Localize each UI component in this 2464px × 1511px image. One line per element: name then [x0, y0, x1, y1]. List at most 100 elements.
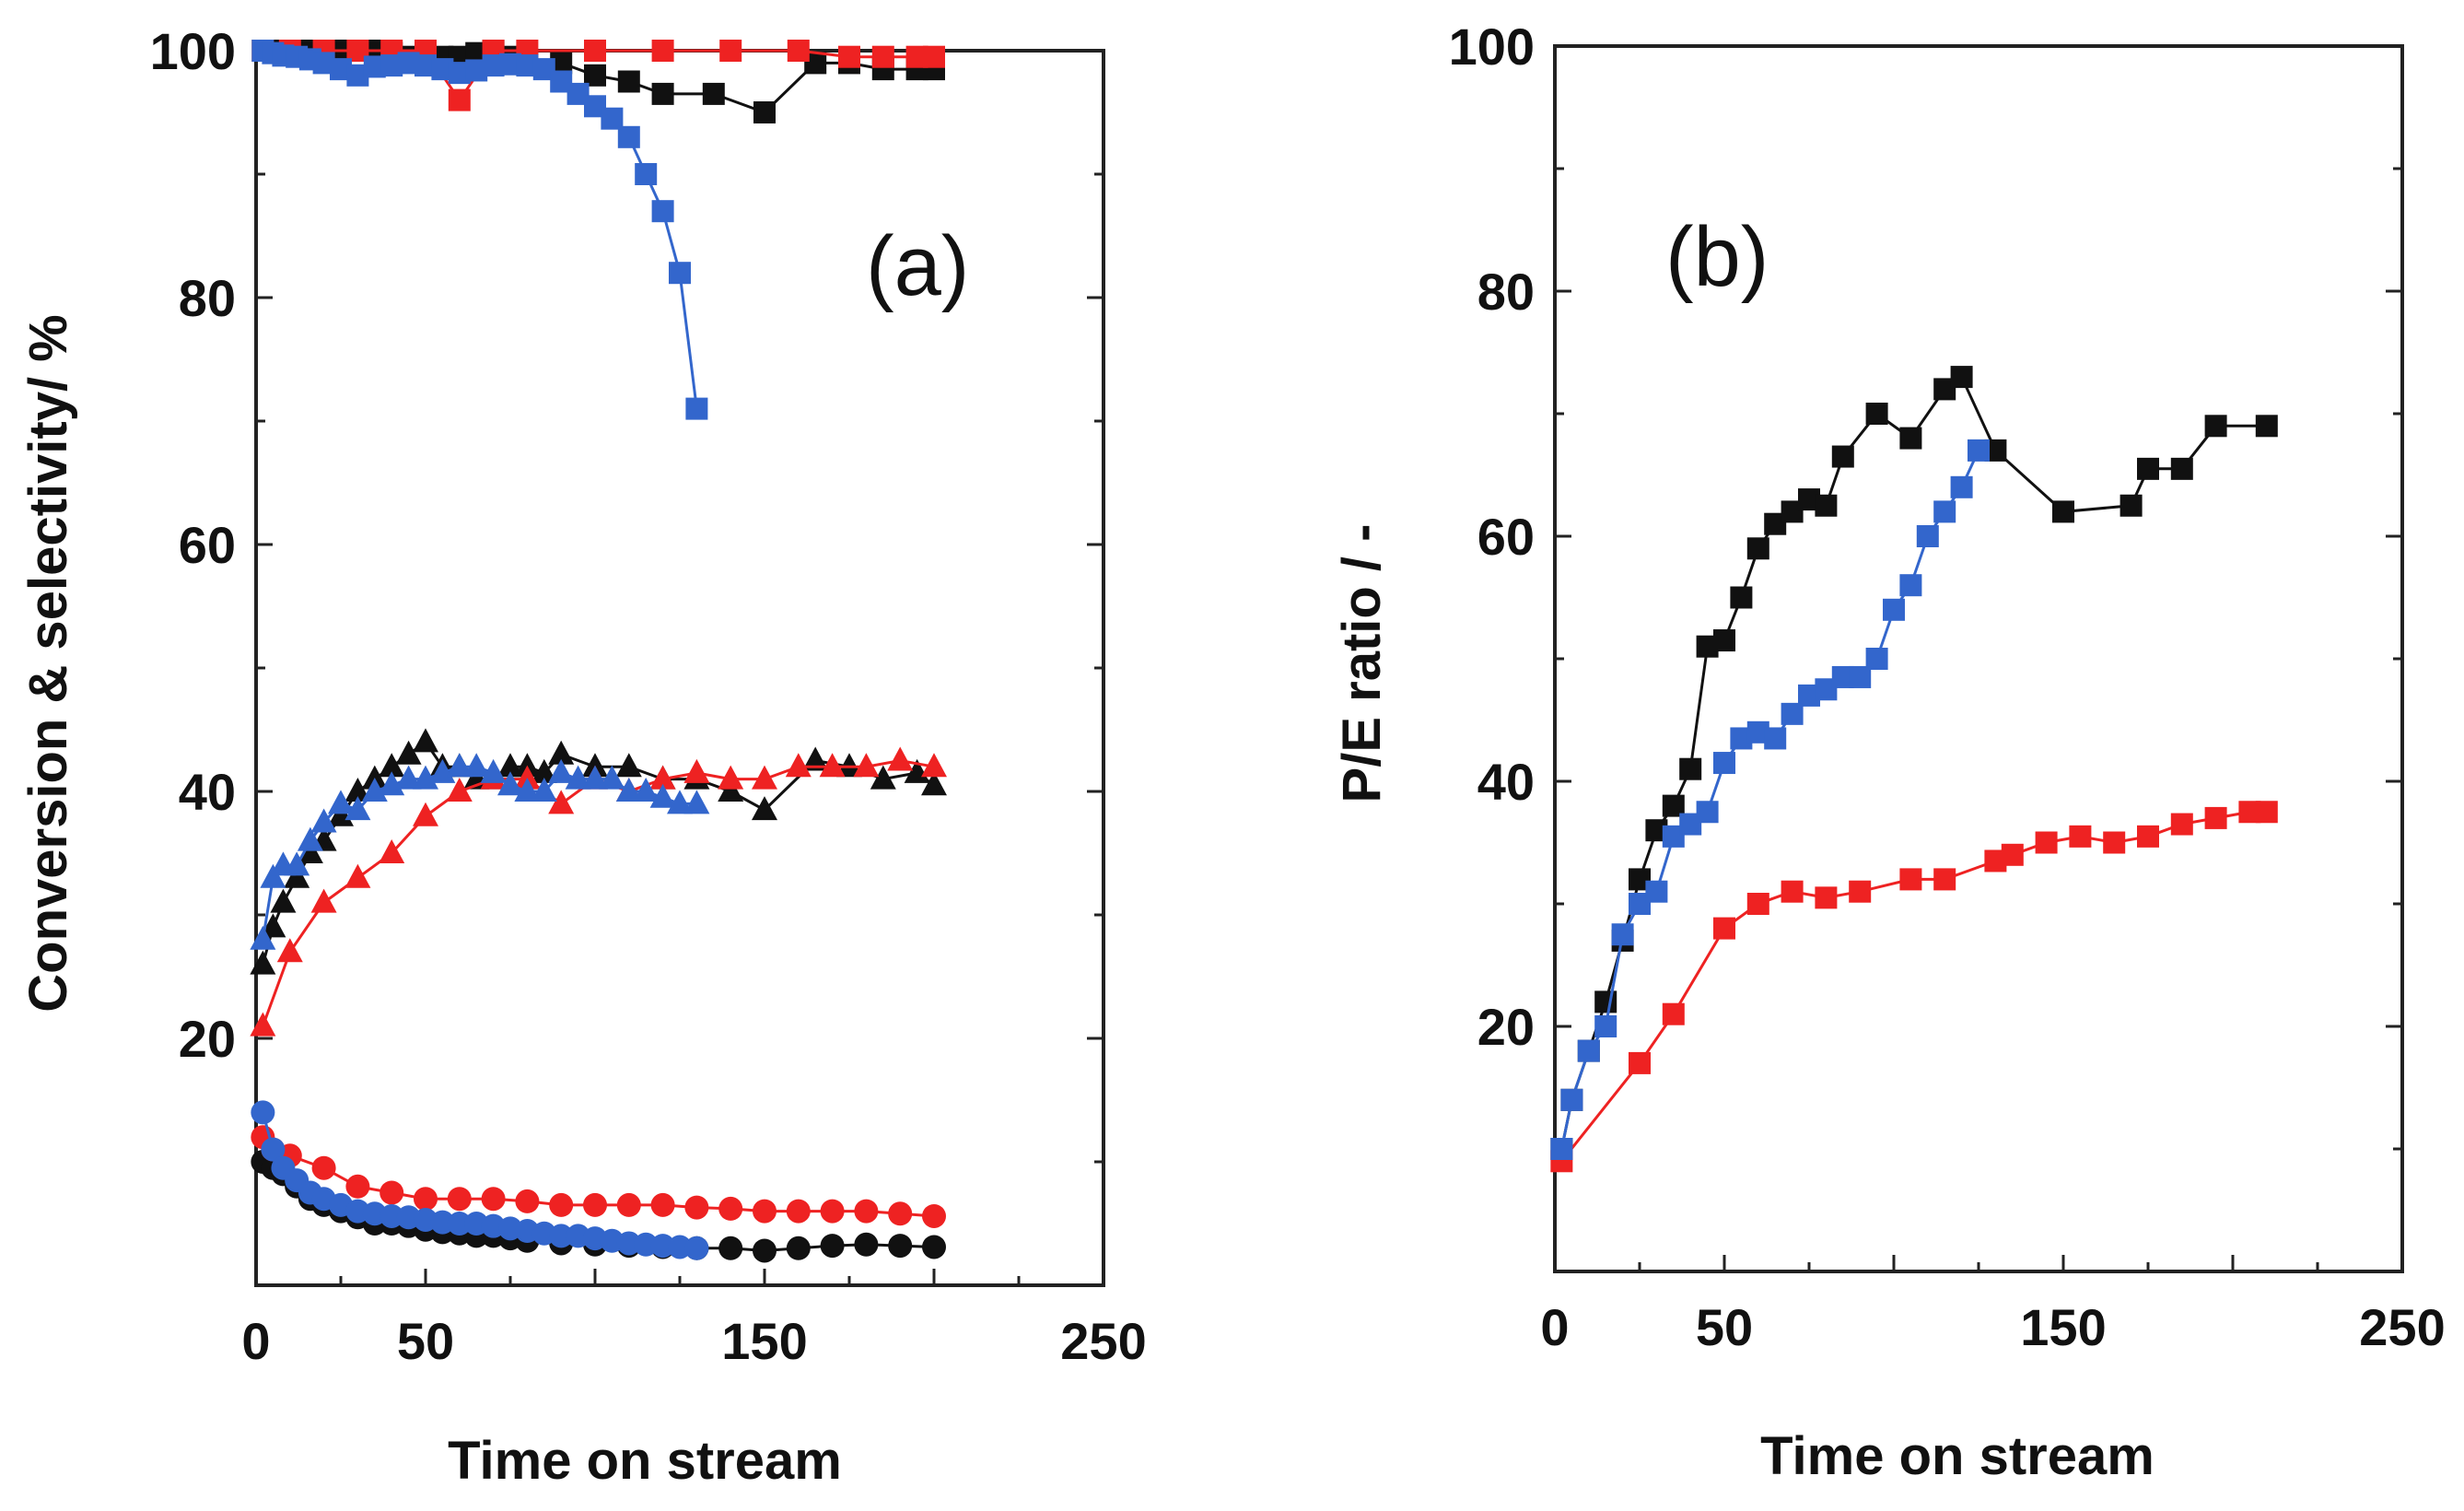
chart-a-point-red-triangle	[921, 753, 947, 778]
chart-a-point-red-square	[923, 45, 945, 68]
chart-b-point-black-square	[1950, 366, 1973, 389]
chart-a-point-blue-triangle	[514, 778, 541, 802]
chart-a-point-black-triangle	[297, 839, 323, 863]
chart-a-point-black-square	[651, 82, 674, 105]
chart-a-point-red-circle	[549, 1192, 574, 1217]
chart-a-point-blue-triangle	[328, 790, 354, 814]
chart-a-x-tick-label: 250	[1060, 1312, 1146, 1370]
chart-a-point-black-triangle	[395, 740, 422, 765]
chart-a-point-blue-triangle	[260, 863, 286, 888]
chart-a-point-red-square	[651, 40, 674, 62]
chart-a-series-black-triangle	[250, 728, 947, 975]
chart-a-x-tick-label: 0	[241, 1312, 270, 1370]
chart-a-point-red-triangle	[344, 863, 371, 888]
chart-b-point-blue-square	[1560, 1088, 1583, 1111]
chart-a-point-blue-circle	[251, 1100, 275, 1125]
chart-b-point-black-square	[2204, 415, 2227, 438]
chart-a-point-black-triangle	[284, 863, 310, 888]
chart-a-point-blue-square	[685, 397, 708, 420]
chart-b-series-red-square	[1550, 801, 2278, 1173]
chart-b-point-red-square	[2069, 825, 2092, 848]
chart-b-point-red-square	[2137, 825, 2159, 848]
chart-a-point-red-circle	[753, 1199, 777, 1224]
chart-b-point-red-square	[1746, 893, 1769, 915]
chart-b-line-black-square	[1559, 374, 2267, 1150]
chart-a-point-blue-triangle	[649, 783, 676, 808]
chart-a-point-red-square	[719, 40, 742, 62]
chart-b-point-black-square	[1899, 427, 1922, 450]
chart-a-point-red-triangle	[649, 765, 676, 790]
chart-a-y-tick-label: 80	[179, 269, 236, 327]
chart-a-point-blue-triangle	[531, 778, 557, 802]
chart-a-point-black-circle	[820, 1234, 845, 1259]
chart-b-point-blue-square	[1933, 500, 1956, 523]
chart-a-point-red-circle	[684, 1195, 709, 1220]
chart-a-point-red-triangle	[548, 790, 575, 814]
chart-a-point-blue-triangle	[599, 765, 625, 790]
chart-b-y-tick-label: 80	[1477, 263, 1535, 321]
chart-b-point-red-square	[2103, 831, 2126, 854]
chart-a-point-black-triangle	[344, 778, 371, 802]
chart-a-point-blue-circle	[447, 1212, 472, 1236]
chart-a-series-blue-circle	[251, 1100, 709, 1260]
chart-b-point-red-square	[2001, 843, 2024, 866]
chart-a-x-tick-label: 150	[721, 1312, 807, 1370]
chart-a-point-black-circle	[888, 1234, 913, 1259]
chart-a-point-black-triangle	[250, 950, 276, 975]
chart-a-line-red-circle	[262, 1136, 935, 1218]
chart-b-point-red-square	[1899, 868, 1922, 891]
chart-a-y-tick-label: 60	[179, 516, 236, 574]
chart-a-point-red-square	[871, 45, 894, 68]
chart-a-point-blue-triangle	[548, 758, 575, 783]
chart-a-point-black-triangle	[270, 888, 297, 913]
chart-a-point-red-circle	[311, 1155, 336, 1180]
chart-b-point-red-square	[1815, 886, 1838, 909]
chart-b-x-tick-label: 150	[2020, 1298, 2106, 1356]
chart-a-point-black-triangle	[413, 728, 438, 753]
chart-a-point-blue-triangle	[446, 753, 473, 778]
chart-b-x-tick-label: 0	[1540, 1298, 1569, 1356]
chart-a-point-red-circle	[447, 1187, 472, 1212]
chart-a-series-red-circle	[251, 1125, 946, 1228]
chart-b-panel-label: (b)	[1665, 210, 1769, 304]
chart-b-point-blue-square	[1968, 439, 1990, 462]
chart-a-series-blue-square	[251, 40, 708, 420]
chart-a-point-red-triangle	[413, 802, 438, 826]
chart-a-point-red-triangle	[785, 753, 812, 778]
chart-a-point-blue-triangle	[344, 796, 371, 821]
chart-a-point-black-triangle	[836, 753, 862, 778]
chart-a-point-black-triangle	[548, 740, 575, 765]
chart-a-point-blue-circle	[684, 1236, 709, 1260]
chart-a-point-red-square	[905, 45, 928, 68]
chart-b-point-black-square	[2120, 494, 2143, 517]
chart-a-point-blue-circle	[549, 1224, 574, 1248]
chart-a-point-red-triangle	[752, 765, 777, 790]
chart-b-point-blue-square	[1611, 923, 1634, 946]
chart-a-point-red-circle	[854, 1199, 879, 1224]
chart-a: (a) Time on stream Conversion & selectiv…	[18, 22, 1147, 1491]
chart-b-point-blue-square	[1594, 1015, 1617, 1037]
chart-b-point-black-square	[1679, 757, 1702, 780]
chart-a-point-red-circle	[380, 1180, 404, 1205]
chart-a-point-red-triangle	[819, 753, 846, 778]
chart-a-point-red-circle	[786, 1199, 811, 1224]
chart-a-point-blue-triangle	[582, 765, 608, 790]
chart-b-y-tick-label: 60	[1477, 508, 1535, 566]
chart-a-point-blue-triangle	[565, 765, 591, 790]
chart-b-series-blue-square	[1550, 439, 1990, 1160]
chart-b-point-blue-square	[1950, 475, 1973, 498]
chart-a-point-blue-triangle	[310, 808, 337, 833]
chart-a-point-black-triangle	[379, 753, 405, 778]
chart-a-point-red-circle	[922, 1203, 946, 1228]
chart-a-point-blue-circle	[261, 1137, 286, 1162]
chart-a-point-blue-triangle	[361, 778, 388, 802]
chart-a-point-red-triangle	[853, 753, 880, 778]
chart-a-point-black-triangle	[582, 753, 608, 778]
chart-a-point-black-triangle	[328, 802, 354, 826]
chart-b-point-blue-square	[1764, 727, 1787, 750]
chart-a-point-red-circle	[414, 1187, 438, 1212]
chart-a-series-blue-triangle	[250, 753, 710, 950]
chart-a-frame	[254, 49, 1105, 1287]
chart-a-point-black-circle	[854, 1232, 879, 1257]
